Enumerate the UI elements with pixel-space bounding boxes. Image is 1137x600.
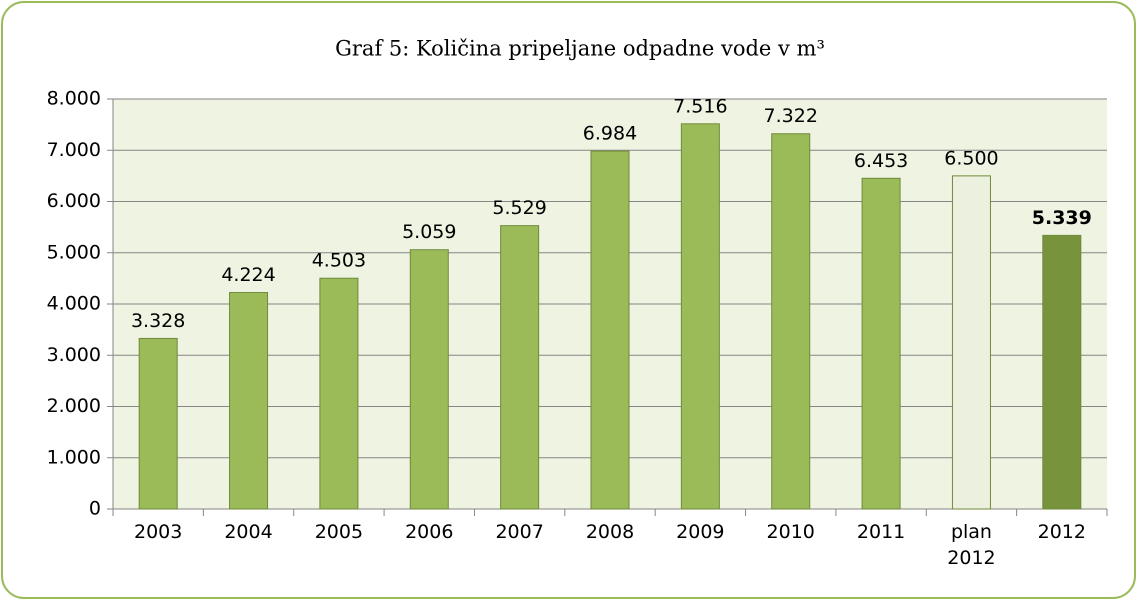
value-label: 6.500 (944, 147, 998, 169)
bar (861, 177, 901, 510)
x-tick-label: 2010 (766, 521, 815, 543)
x-tick-label: 2003 (133, 521, 183, 543)
value-label: 3.328 (131, 310, 185, 332)
x-tick-label: 2007 (495, 521, 544, 543)
chart-title: Graf 5: Količina pripeljane odpadne vode… (335, 37, 825, 61)
y-tick-label: 1.000 (47, 446, 101, 468)
bar (409, 249, 449, 510)
y-tick-label: 6.000 (47, 190, 101, 212)
value-label: 5.059 (402, 221, 456, 243)
bar (500, 225, 540, 510)
y-tick-label: 5.000 (47, 241, 101, 263)
x-tick-label: 2011 (856, 521, 906, 543)
x-tick-label: 2005 (314, 521, 364, 543)
value-label: 4.224 (221, 264, 275, 286)
y-tick-label: 8.000 (47, 88, 101, 110)
x-tick-label: 2009 (676, 521, 725, 543)
bar (1042, 234, 1082, 510)
x-tick-label: 2006 (405, 521, 454, 543)
value-label: 4.503 (312, 250, 366, 272)
bar (680, 123, 720, 510)
value-label: 6.984 (583, 123, 637, 145)
value-label: 7.516 (673, 95, 727, 117)
value-label: 5.339 (1032, 207, 1092, 229)
y-tick-label: 2.000 (47, 395, 101, 417)
bar (590, 150, 630, 510)
x-tick-label: 2004 (224, 521, 273, 543)
y-tick-label: 0 (89, 498, 101, 520)
bar (319, 277, 359, 510)
value-label: 7.322 (764, 105, 818, 127)
value-label: 5.529 (492, 197, 546, 219)
y-tick-label: 3.000 (47, 344, 101, 366)
y-tick-label: 4.000 (47, 293, 101, 315)
bar (771, 133, 811, 510)
value-label: 6.453 (854, 150, 908, 172)
x-tick-label: 2008 (585, 521, 635, 543)
y-tick-label: 7.000 (47, 139, 101, 161)
bar (229, 292, 269, 510)
x-tick-label: 2012 (1037, 521, 1086, 543)
bar (138, 337, 178, 510)
x-tick-label: plan 2012 (947, 521, 996, 569)
bar (951, 175, 991, 510)
